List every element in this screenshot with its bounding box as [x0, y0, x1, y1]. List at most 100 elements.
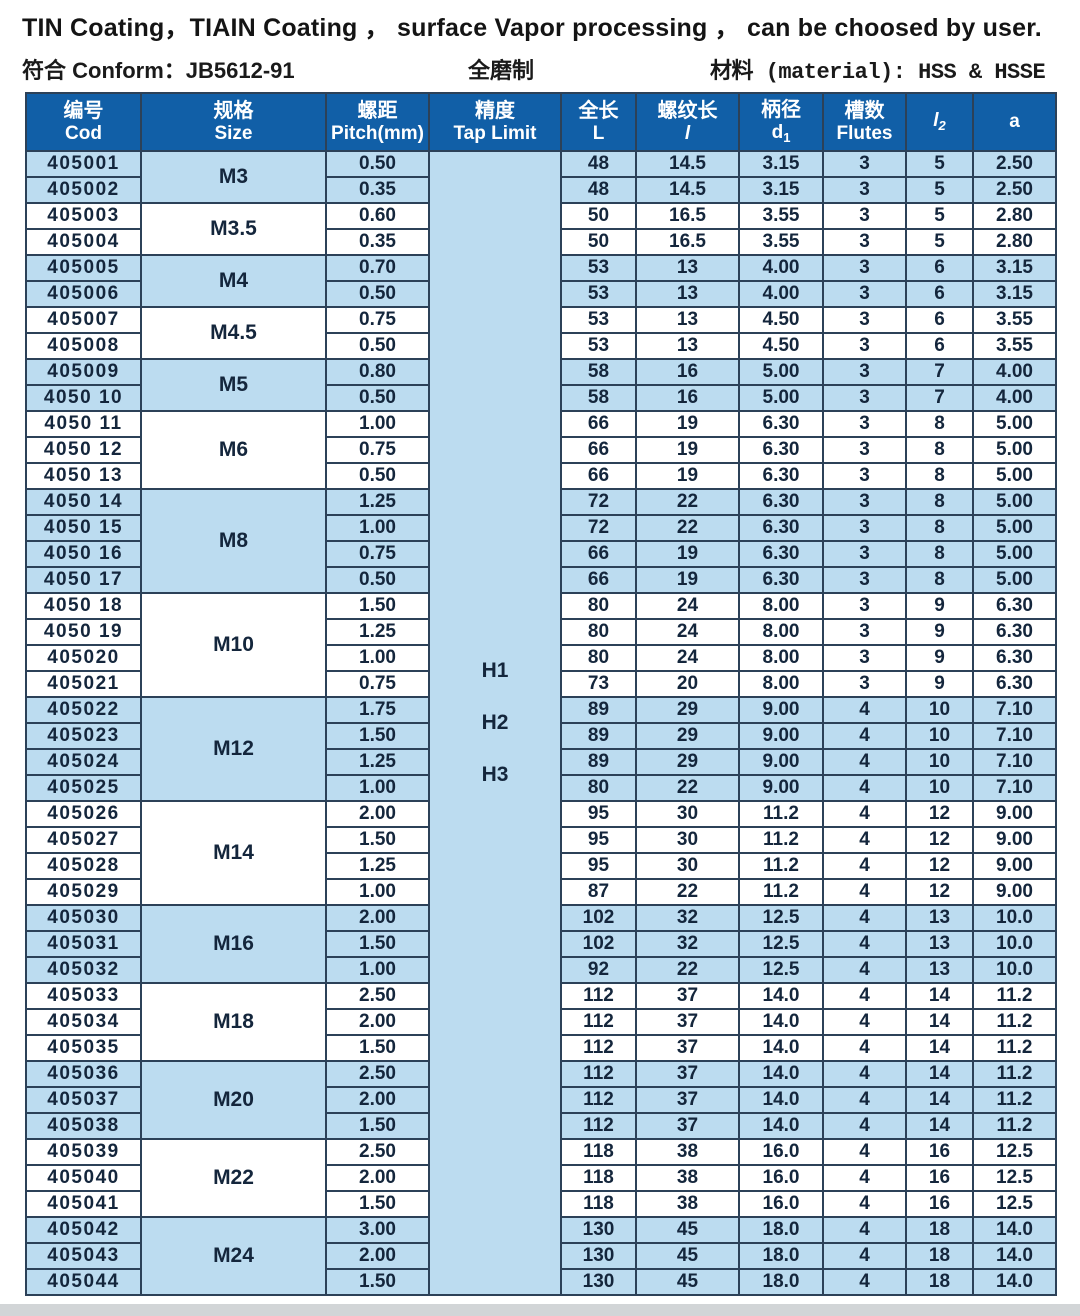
cell-l2: 8	[905, 410, 974, 438]
cell-overall-length: 53	[560, 254, 637, 282]
cell-overall-length: 89	[560, 722, 637, 750]
cell-thread-length: 22	[635, 488, 740, 516]
cell-a: 5.00	[972, 436, 1057, 464]
bottom-strip	[0, 1304, 1080, 1316]
cell-thread-length: 20	[635, 670, 740, 698]
cell-flutes: 4	[822, 1112, 907, 1140]
tap-limit-value: H1	[481, 659, 509, 682]
cell-code: 405041	[25, 1190, 142, 1218]
cell-pitch: 1.00	[325, 878, 430, 906]
cell-thread-length: 37	[635, 1008, 740, 1036]
cell-shank-diameter: 8.00	[738, 592, 824, 620]
cell-overall-length: 48	[560, 150, 637, 178]
cell-thread-length: 45	[635, 1242, 740, 1270]
cell-overall-length: 73	[560, 670, 637, 698]
cell-a: 7.10	[972, 748, 1057, 776]
cell-flutes: 3	[822, 254, 907, 282]
cell-a: 11.2	[972, 1008, 1057, 1036]
cell-thread-length: 38	[635, 1164, 740, 1192]
cell-flutes: 4	[822, 982, 907, 1010]
cell-a: 5.00	[972, 462, 1057, 490]
cell-a: 5.00	[972, 566, 1057, 594]
cell-pitch: 1.50	[325, 1034, 430, 1062]
table-row: 4050 16 0.75 66 19 6.30 3 8 5.00	[25, 540, 1057, 568]
cell-a: 5.00	[972, 514, 1057, 542]
cell-thread-length: 24	[635, 618, 740, 646]
cell-a: 3.55	[972, 306, 1057, 334]
cell-thread-length: 38	[635, 1190, 740, 1218]
tap-limit-value: H3	[481, 763, 509, 786]
cell-thread-length: 29	[635, 696, 740, 724]
cell-l2: 5	[905, 176, 974, 204]
cell-pitch: 2.00	[325, 800, 430, 828]
spec-table-wrap: 编号 Cod 规格 Size 螺距 Pitch(mm) 精度 Tap Limit 全长 L 螺纹长 l…	[25, 92, 1080, 1296]
cell-size: M8	[140, 488, 327, 594]
cell-pitch: 1.50	[325, 722, 430, 750]
cell-a: 12.5	[972, 1138, 1057, 1166]
material-label: 材料 (material): HSS & HSSE	[710, 60, 1046, 85]
cell-shank-diameter: 12.5	[738, 956, 824, 984]
cell-pitch: 0.50	[325, 384, 430, 412]
cell-shank-diameter: 4.00	[738, 280, 824, 308]
cell-shank-diameter: 5.00	[738, 384, 824, 412]
cell-l2: 14	[905, 1034, 974, 1062]
cell-overall-length: 53	[560, 280, 637, 308]
cell-shank-diameter: 11.2	[738, 878, 824, 906]
cell-flutes: 3	[822, 670, 907, 698]
cell-overall-length: 53	[560, 306, 637, 334]
cell-code: 4050 19	[25, 618, 142, 646]
cell-code: 405009	[25, 358, 142, 386]
cell-flutes: 4	[822, 1242, 907, 1270]
cell-shank-diameter: 4.50	[738, 332, 824, 360]
cell-a: 9.00	[972, 826, 1057, 854]
cell-code: 405022	[25, 696, 142, 724]
cell-a: 7.10	[972, 722, 1057, 750]
cell-code: 405044	[25, 1268, 142, 1296]
cell-shank-diameter: 9.00	[738, 774, 824, 802]
cell-thread-length: 22	[635, 774, 740, 802]
cell-code: 405038	[25, 1112, 142, 1140]
cell-overall-length: 89	[560, 696, 637, 724]
column-header-size: 规格 Size	[140, 92, 327, 152]
cell-shank-diameter: 18.0	[738, 1268, 824, 1296]
cell-shank-diameter: 14.0	[738, 1112, 824, 1140]
cell-thread-length: 29	[635, 722, 740, 750]
cell-overall-length: 95	[560, 852, 637, 880]
cell-code: 405040	[25, 1164, 142, 1192]
table-row: 405004 0.35 50 16.5 3.55 3 5 2.80	[25, 228, 1057, 256]
cell-flutes: 3	[822, 202, 907, 230]
cell-flutes: 3	[822, 514, 907, 542]
cell-l2: 9	[905, 670, 974, 698]
table-row: 405039 M22 2.50 118 38 16.0 4 16 12.5	[25, 1138, 1057, 1218]
cell-l2: 5	[905, 202, 974, 230]
cell-flutes: 4	[822, 800, 907, 828]
cell-l2: 14	[905, 1086, 974, 1114]
cell-code: 405026	[25, 800, 142, 828]
cell-size: M18	[140, 982, 327, 1062]
cell-code: 4050 12	[25, 436, 142, 464]
cell-shank-diameter: 8.00	[738, 644, 824, 672]
cell-code: 4050 10	[25, 384, 142, 412]
table-row: 4050 10 0.50 58 16 5.00 3 7 4.00	[25, 384, 1057, 412]
cell-flutes: 3	[822, 358, 907, 386]
cell-thread-length: 16.5	[635, 228, 740, 256]
cell-a: 14.0	[972, 1216, 1057, 1244]
cell-size: M10	[140, 592, 327, 698]
cell-a: 9.00	[972, 852, 1057, 880]
cell-code: 405021	[25, 670, 142, 698]
cell-l2: 7	[905, 384, 974, 412]
cell-thread-length: 45	[635, 1268, 740, 1296]
cell-overall-length: 66	[560, 436, 637, 464]
cell-l2: 16	[905, 1164, 974, 1192]
page-top-text: TIN Coating，TIAIN Coating ， surface Vapo…	[0, 0, 1080, 85]
cell-thread-length: 13	[635, 306, 740, 334]
cell-a: 11.2	[972, 1086, 1057, 1114]
cell-overall-length: 80	[560, 644, 637, 672]
cell-thread-length: 38	[635, 1138, 740, 1166]
cell-shank-diameter: 16.0	[738, 1138, 824, 1166]
cell-thread-length: 19	[635, 462, 740, 490]
cell-l2: 13	[905, 956, 974, 984]
cell-shank-diameter: 6.30	[738, 488, 824, 516]
cell-shank-diameter: 18.0	[738, 1242, 824, 1270]
cell-overall-length: 66	[560, 540, 637, 568]
